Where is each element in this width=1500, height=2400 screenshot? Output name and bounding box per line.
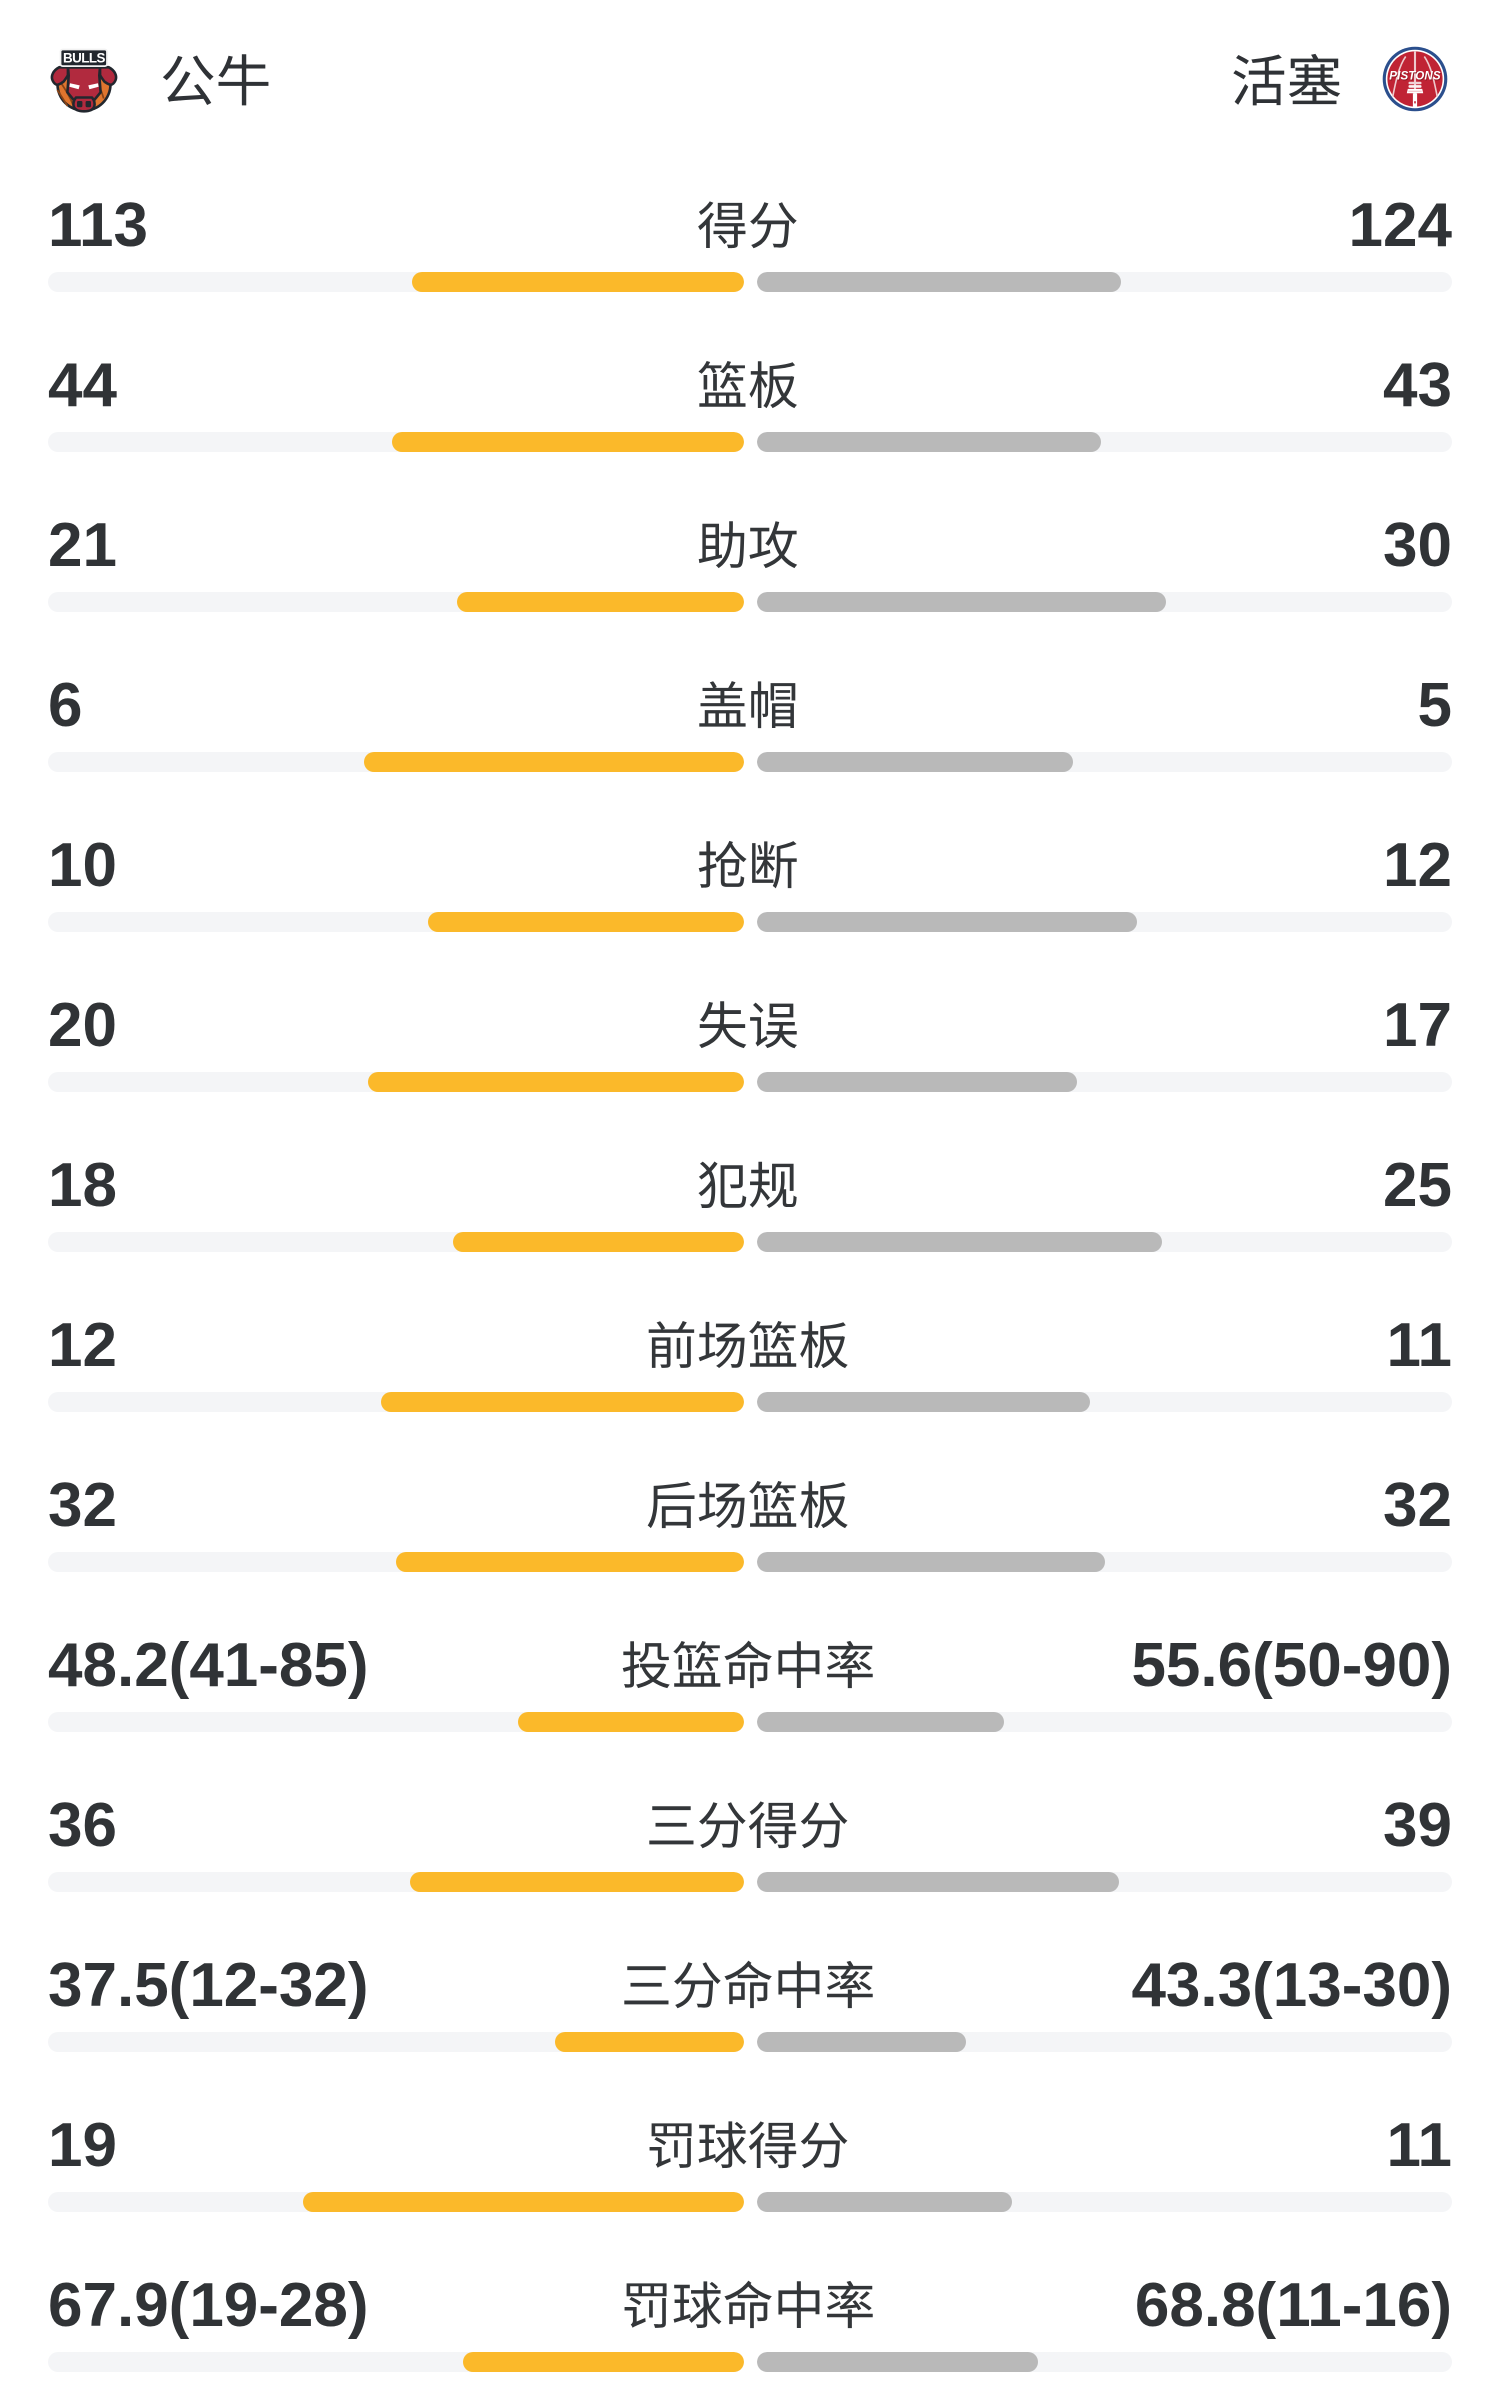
svg-text:PISTONS: PISTONS [1390,70,1442,83]
svg-text:PISTONS: PISTONS [1389,70,1441,83]
svg-text:BULLS: BULLS [63,51,105,66]
